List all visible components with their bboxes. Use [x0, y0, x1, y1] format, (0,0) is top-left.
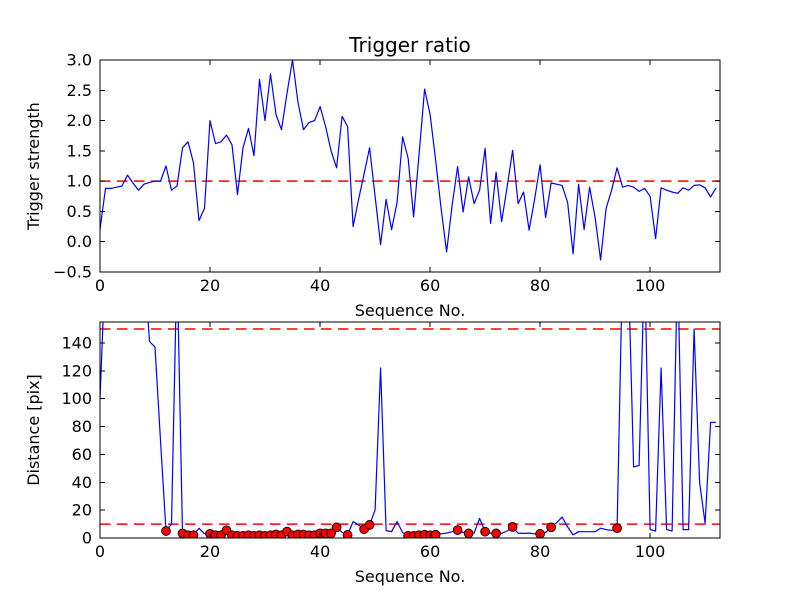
- triggered-point: [491, 528, 501, 538]
- triggered-point: [612, 523, 622, 534]
- triggered-point: [342, 530, 353, 538]
- axis-ticks: [99, 322, 720, 539]
- trigger-strength-line: [100, 60, 717, 261]
- axes-frame: [99, 59, 721, 273]
- y-tick-label: −0.5: [53, 263, 92, 282]
- y-tick-label: 80: [72, 417, 92, 436]
- axes-frame: [99, 321, 721, 539]
- y-tick-label: 100: [61, 389, 92, 408]
- triggered-point: [452, 525, 463, 535]
- y-tick-label: 2.5: [67, 81, 92, 100]
- y-tick-label: 2.0: [67, 111, 92, 130]
- plot-area: [100, 322, 720, 538]
- triggered-point: [188, 530, 199, 538]
- y-tick-label: 60: [72, 445, 92, 464]
- y-tick-label: 1.5: [67, 141, 92, 160]
- triggered-point: [161, 526, 171, 536]
- y-tick-label: 0.0: [67, 232, 92, 251]
- chart-title: Trigger ratio: [348, 33, 470, 57]
- y-tick-label: 1.0: [67, 172, 92, 191]
- triggered-point: [364, 520, 375, 530]
- triggered-point: [507, 522, 518, 532]
- x-tick-label: 80: [530, 542, 550, 561]
- x-tick-label: 80: [530, 276, 550, 295]
- y-tick-label: 3.0: [67, 51, 92, 70]
- x-tick-label: 40: [310, 542, 330, 561]
- x-tick-label: 100: [635, 276, 666, 295]
- top-plot: 0 20 40 60 80 100 −0.5 0.0 0.5 1.0 1.5 2.0 2.5 3.0: [53, 51, 721, 295]
- plot-area: [100, 60, 720, 261]
- x-tick-label: 40: [310, 276, 330, 295]
- triggered-point: [331, 522, 342, 533]
- y-tick-label: 0.5: [67, 202, 92, 221]
- x-tick-label: 20: [200, 542, 220, 561]
- x-tick-label: 20: [200, 276, 220, 295]
- bottom-ylabel: Distance [pix]: [24, 374, 43, 486]
- y-tick-label: 20: [72, 501, 92, 520]
- x-tick-label: 100: [635, 542, 666, 561]
- y-tick-label: 140: [61, 333, 92, 352]
- bottom-plot: 0 20 40 60 80 100 0 20 40 60 80 100 120 140: [61, 321, 721, 561]
- triggered-point: [463, 528, 474, 538]
- x-tick-label: 0: [95, 276, 105, 295]
- x-tick-label: 60: [420, 276, 440, 295]
- triggered-point: [480, 526, 490, 537]
- x-tick-label: 0: [95, 542, 105, 561]
- top-xlabel: Sequence No.: [355, 301, 466, 320]
- top-ylabel: Trigger strength: [24, 102, 43, 231]
- y-tick-label: 120: [61, 361, 92, 380]
- triggered-point: [546, 522, 556, 533]
- y-tick-label: 0: [82, 529, 92, 548]
- bottom-xlabel: Sequence No.: [355, 567, 466, 586]
- x-tick-label: 60: [420, 542, 440, 561]
- y-tick-label: 40: [72, 473, 92, 492]
- triggered-point: [430, 529, 441, 538]
- axis-ticks: [99, 59, 720, 273]
